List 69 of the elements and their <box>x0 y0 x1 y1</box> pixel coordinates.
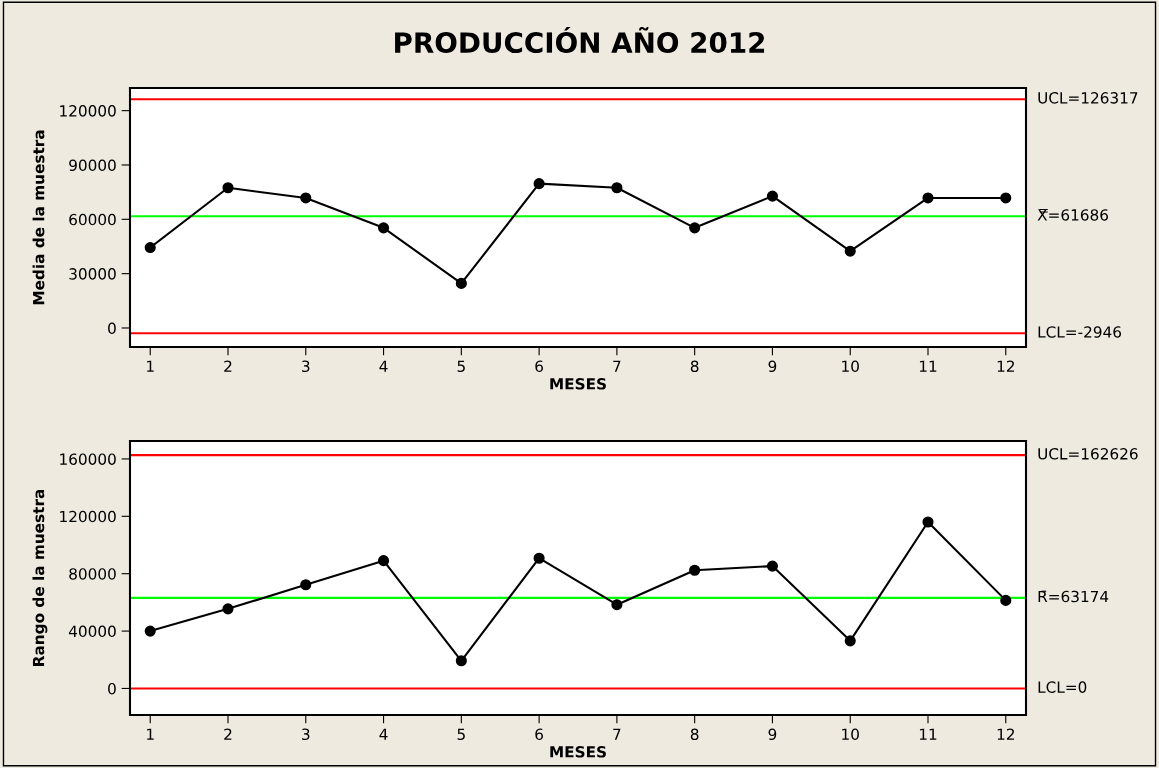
ref-line-label: X̿=61686 <box>1037 208 1109 221</box>
x-tick-label: 5 <box>457 360 465 373</box>
point <box>1000 192 1012 204</box>
x-tick-label: 10 <box>842 360 859 373</box>
x-tick-label: 4 <box>379 360 388 372</box>
point <box>922 192 934 204</box>
point <box>1000 594 1012 606</box>
point <box>144 242 156 254</box>
point <box>533 178 545 190</box>
point <box>300 192 312 204</box>
x-axis-title: MESES <box>550 378 606 390</box>
x-tick-label: 11 <box>919 360 937 372</box>
x-axis-title: MESES <box>550 746 606 758</box>
ref-line-label: LCL=-2946 <box>1038 326 1122 338</box>
x-tick-label: 6 <box>535 728 544 741</box>
x-tick-label: 3 <box>302 728 310 741</box>
y-tick-label: 0 <box>108 322 116 334</box>
y-tick-label: 60000 <box>69 213 116 226</box>
x-tick-label: 2 <box>224 728 232 740</box>
y-tick-label: 120000 <box>60 510 116 523</box>
x-tick-label: 9 <box>768 360 777 373</box>
x-tick-label: 11 <box>919 728 937 740</box>
point <box>844 245 856 257</box>
y-tick-label: 160000 <box>60 453 116 465</box>
point <box>222 603 234 615</box>
x-tick-label: 9 <box>768 728 777 741</box>
point <box>377 222 390 234</box>
ref-line-label: LCL=0 <box>1038 681 1087 693</box>
point <box>611 182 623 194</box>
y-tick-label: 90000 <box>69 159 116 171</box>
x-tick-label: 8 <box>690 728 699 741</box>
point <box>144 625 156 637</box>
point <box>611 599 623 611</box>
ref-line-label: UCL=162626 <box>1038 448 1138 460</box>
x-tick-label: 12 <box>997 728 1014 740</box>
x-tick-label: 7 <box>613 360 621 372</box>
y-tick-label: 30000 <box>69 268 116 280</box>
point <box>455 655 467 667</box>
point <box>766 190 779 202</box>
x-tick-label: 10 <box>842 728 859 741</box>
y-axis-title: Rango de la muestra <box>32 489 48 666</box>
point <box>766 560 779 572</box>
x-tick-label: 2 <box>224 360 232 372</box>
x-tick-label: 7 <box>613 728 621 740</box>
x-tick-label: 4 <box>379 728 388 740</box>
point <box>689 564 701 576</box>
point <box>689 222 701 234</box>
y-tick-label: 40000 <box>68 625 116 638</box>
point <box>844 635 856 647</box>
point <box>455 277 467 289</box>
point <box>300 579 312 591</box>
ref-line-label: R̄=63174 <box>1038 590 1109 603</box>
y-tick-label: 0 <box>108 682 116 695</box>
x-tick-label: 6 <box>535 360 544 373</box>
point <box>377 555 390 567</box>
y-tick-label: 80000 <box>69 568 116 580</box>
point <box>922 516 934 528</box>
point <box>222 182 234 194</box>
y-axis-title: Media de la muestra <box>32 130 45 305</box>
x-tick-label: 3 <box>302 360 310 373</box>
ref-line-label: UCL=126317 <box>1038 92 1138 104</box>
x-tick-label: 1 <box>147 360 154 372</box>
x-tick-label: 8 <box>690 360 699 373</box>
x-tick-label: 1 <box>147 728 154 740</box>
y-tick-label: 120000 <box>60 105 116 117</box>
chart-title: PRODUCCIÓN AÑO 2012 <box>395 26 765 54</box>
x-tick-label: 12 <box>997 360 1014 372</box>
point <box>533 552 545 564</box>
x-tick-label: 5 <box>457 728 465 741</box>
